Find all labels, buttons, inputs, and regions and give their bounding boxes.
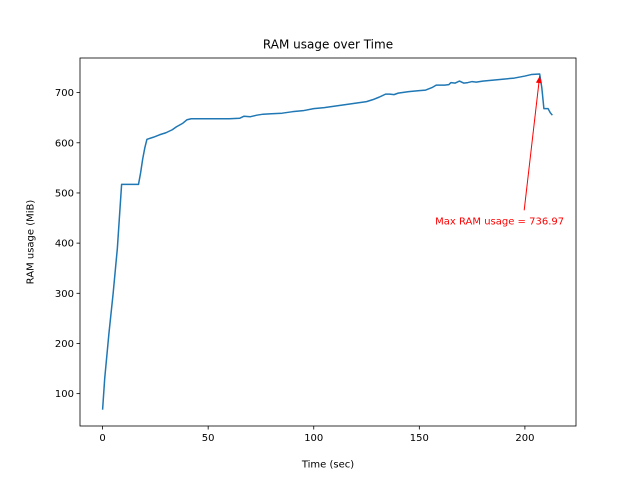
- x-tick-label: 0: [99, 433, 105, 444]
- y-tick-label: 100: [55, 389, 74, 400]
- axes-frame: [79, 57, 577, 427]
- chart-title: RAM usage over Time: [263, 38, 393, 52]
- y-tick-label: 500: [55, 188, 74, 199]
- y-tick-label: 700: [55, 88, 74, 99]
- x-tick-label: 100: [304, 433, 323, 444]
- y-tick-label: 200: [55, 339, 74, 350]
- y-tick-label: 600: [55, 138, 74, 149]
- x-tick-label: 50: [202, 433, 215, 444]
- x-tick-label: 200: [515, 433, 534, 444]
- plot-area: 0 50 100 150 200 100 200 300 400 500 600 700 Max RAM…: [55, 57, 577, 444]
- x-axis-label: Time (sec): [301, 460, 354, 471]
- annotation-arrow-line: [523, 76, 541, 211]
- series-line-0: [101, 73, 553, 410]
- y-tick-label: 400: [55, 239, 74, 250]
- y-axis-label: RAM usage (MiB): [26, 200, 37, 285]
- y-tick-label: 300: [55, 289, 74, 300]
- x-tick-label: 150: [410, 433, 429, 444]
- annotation-arrow-head: [535, 76, 542, 84]
- annotation-text: Max RAM usage = 736.97: [435, 216, 564, 227]
